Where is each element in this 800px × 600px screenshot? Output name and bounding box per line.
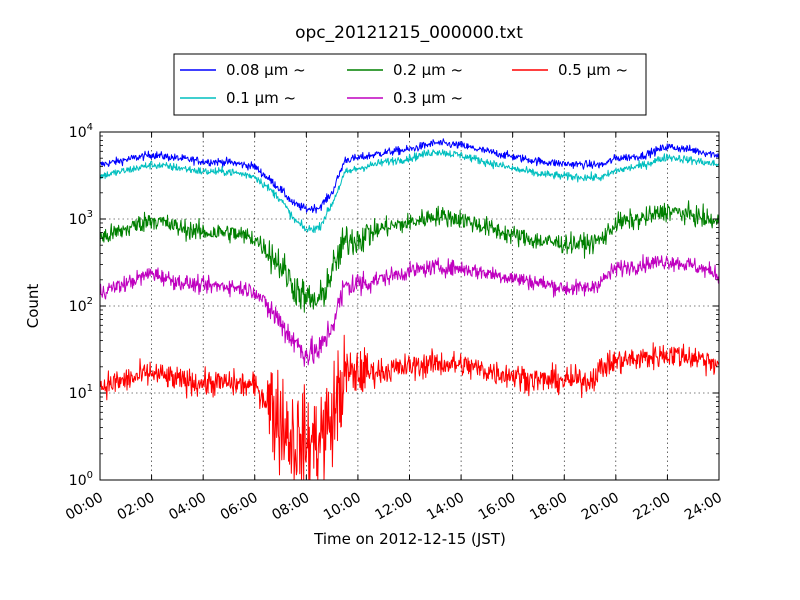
x-tick-label: 02:00 <box>115 490 158 524</box>
x-tick-label: 14:00 <box>424 490 467 524</box>
legend: 0.08 μm ~ 0.1 μm ~ 0.2 μm ~ 0.3 μm ~ 0.5 μm … <box>173 53 647 116</box>
x-tick-label: 18:00 <box>527 490 570 524</box>
x-tick-label: 06:00 <box>218 490 261 524</box>
legend-label: 0.1 μm ~ <box>226 89 296 107</box>
series-line-4 <box>99 254 720 367</box>
series-line-5 <box>99 334 720 481</box>
grid <box>100 132 719 480</box>
legend-label: 0.2 μm ~ <box>393 61 463 79</box>
series-lines <box>99 138 720 481</box>
series-line-1 <box>99 138 720 214</box>
y-tick-label: 100 <box>69 470 93 489</box>
legend-label: 0.3 μm ~ <box>393 89 463 107</box>
x-tick-label: 16:00 <box>476 490 519 524</box>
legend-label: 0.08 μm ~ <box>226 61 306 79</box>
x-tick-label: 04:00 <box>166 490 209 524</box>
legend-frame <box>173 53 647 116</box>
y-tick-label: 104 <box>69 122 93 141</box>
y-tick-label: 101 <box>69 383 93 402</box>
y-axis-title: Count <box>24 284 42 329</box>
x-tick-label: 12:00 <box>373 490 416 524</box>
x-tick-label: 24:00 <box>682 490 725 524</box>
y-tick-label: 103 <box>69 209 93 228</box>
plot-frame <box>99 131 720 481</box>
x-tick-labels: 00:00 02:00 04:00 06:00 08:00 10:00 12:00 14:00… <box>63 490 725 524</box>
x-tick-label: 00:00 <box>63 490 106 524</box>
x-tick-label: 08:00 <box>269 490 312 524</box>
chart-title: opc_20121215_000000.txt <box>295 23 523 43</box>
x-tick-label: 20:00 <box>579 490 622 524</box>
series-line-2 <box>99 149 720 234</box>
y-tick-labels: 100 101 102 103 104 <box>69 122 93 489</box>
x-tick-label: 10:00 <box>321 490 364 524</box>
series-line-3 <box>99 200 720 313</box>
axis-ticks <box>99 131 720 481</box>
y-tick-label: 102 <box>69 296 93 315</box>
x-tick-label: 22:00 <box>630 490 673 524</box>
x-axis-title: Time on 2012-12-15 (JST) <box>313 530 506 548</box>
legend-label: 0.5 μm ~ <box>558 61 628 79</box>
